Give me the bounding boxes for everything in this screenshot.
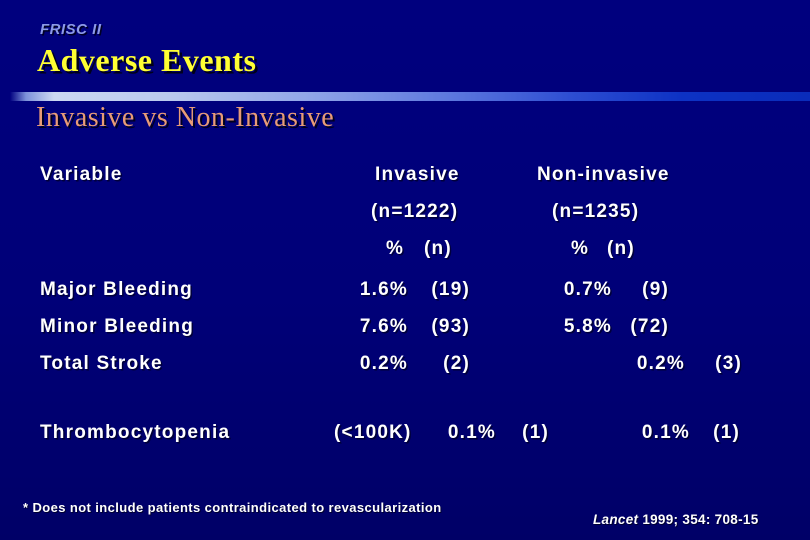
footnote: * Does not include patients contraindica… — [23, 500, 442, 515]
invasive-percent-value: 7.6% — [359, 316, 408, 337]
invasive-percent-value: 1.6% — [359, 279, 408, 300]
noninvasive-percent-value: 0.7% — [563, 279, 612, 300]
invasive-count-value: (2) — [443, 353, 470, 374]
invasive-count-value: (93) — [431, 316, 470, 337]
noninvasive-count-header: (n) — [607, 238, 635, 259]
invasive-percent-value: 0.1% — [447, 422, 496, 443]
noninvasive-count-value: (1) — [713, 422, 740, 443]
row-label: Major Bleeding — [40, 279, 193, 300]
invasive-count-header: (n) — [424, 238, 452, 259]
citation: Lancet 1999; 354: 708-15 — [593, 512, 759, 527]
noninvasive-count-value: (9) — [642, 279, 669, 300]
citation-reference: 1999; 354: 708-15 — [642, 512, 759, 527]
column-header-noninvasive: Non-invasive — [537, 164, 670, 185]
study-name: FRISC II — [40, 21, 102, 38]
invasive-percent-header: % — [386, 238, 405, 259]
row-label: Minor Bleeding — [40, 316, 195, 337]
citation-journal: Lancet — [593, 512, 639, 527]
slide-title: Adverse Events — [37, 42, 257, 78]
invasive-sample-size: (n=1222) — [371, 201, 459, 222]
invasive-percent-value: 0.2% — [359, 353, 408, 374]
noninvasive-count-value: (72) — [630, 316, 669, 337]
column-header-invasive: Invasive — [375, 164, 460, 185]
slide-subtitle: Invasive vs Non-Invasive — [36, 102, 335, 133]
divider-gradient-bar — [10, 92, 810, 101]
noninvasive-percent-value: 0.1% — [641, 422, 690, 443]
row-label: Total Stroke — [40, 353, 163, 374]
row-qualifier: (<100K) — [334, 422, 412, 443]
noninvasive-sample-size: (n=1235) — [552, 201, 640, 222]
noninvasive-percent-value: 0.2% — [636, 353, 685, 374]
noninvasive-percent-value: 5.8% — [563, 316, 612, 337]
noninvasive-percent-header: % — [571, 238, 590, 259]
column-header-variable: Variable — [40, 164, 123, 185]
invasive-count-value: (19) — [431, 279, 470, 300]
invasive-count-value: (1) — [522, 422, 549, 443]
noninvasive-count-value: (3) — [715, 353, 742, 374]
row-label: Thrombocytopenia — [40, 422, 231, 443]
